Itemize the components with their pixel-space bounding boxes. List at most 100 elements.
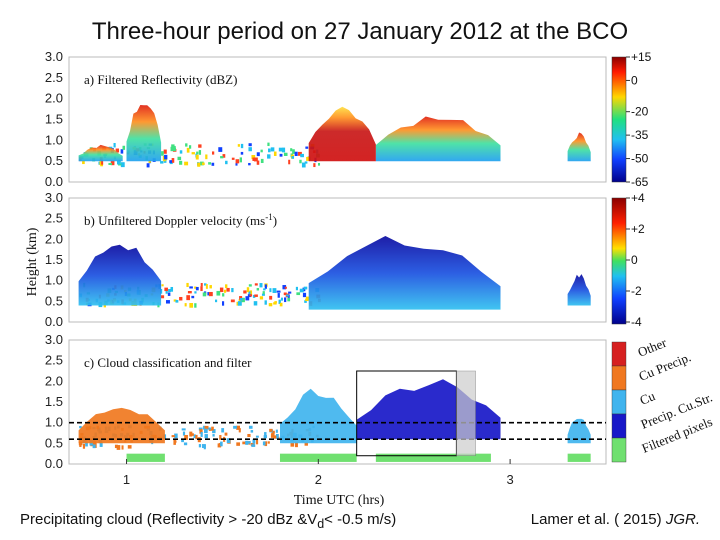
- cloud-speck: [183, 442, 188, 446]
- cloud-speck: [201, 444, 206, 448]
- cloud-speck: [174, 433, 178, 438]
- cloud-speck: [272, 288, 277, 293]
- cloud-speck: [164, 287, 168, 292]
- cloud-speck: [194, 291, 197, 294]
- cloud-speck: [263, 435, 268, 439]
- cloud-speck: [82, 443, 86, 449]
- y-tick-label: 2.0: [45, 231, 63, 246]
- cloud-speck: [200, 282, 203, 287]
- cloud-speck: [211, 151, 215, 155]
- cloud-feature: [308, 106, 376, 162]
- cloud-speck: [262, 291, 265, 294]
- cloud-speck: [172, 147, 176, 152]
- cloud-speck: [248, 284, 252, 287]
- cloud-speck: [208, 427, 211, 430]
- colorbar-tick-label: 0: [631, 73, 638, 87]
- cloud-speck: [121, 445, 124, 450]
- cloud-speck: [242, 441, 246, 445]
- y-tick-label: 1.5: [45, 112, 63, 127]
- cloud-speck: [99, 160, 103, 166]
- cloud-speck: [276, 290, 281, 293]
- cloud-speck: [292, 149, 295, 154]
- caption-left-main: Precipitating cloud (Reflectivity > -20 …: [20, 511, 318, 528]
- cloud-speck: [254, 283, 258, 286]
- cloud-speck: [165, 290, 168, 294]
- cloud-speck: [171, 435, 175, 438]
- cloud-speck: [116, 160, 121, 165]
- cloud-speck: [171, 144, 175, 149]
- cloud-speck: [226, 438, 231, 444]
- cloud-speck: [195, 434, 198, 440]
- cloud-speck: [204, 425, 209, 430]
- cloud-feature: [78, 144, 123, 162]
- cloud-speck: [179, 150, 183, 154]
- y-tick-label: 3.0: [45, 190, 63, 205]
- cloud-speck: [240, 151, 244, 155]
- cloud-speck: [198, 144, 202, 148]
- cloud-speck: [191, 152, 195, 155]
- cloud-speck: [260, 158, 264, 164]
- cloud-speck: [269, 295, 273, 300]
- cloud-speck: [259, 283, 263, 288]
- colorbar-tick-label: +4: [631, 191, 645, 205]
- cloud-speck: [273, 151, 277, 156]
- cloud-speck: [284, 286, 287, 289]
- cloud-speck: [300, 153, 304, 158]
- cloud-speck: [253, 301, 258, 306]
- cloud-speck: [199, 161, 204, 166]
- cloud-speck: [189, 433, 194, 436]
- cloud-speck: [212, 434, 215, 437]
- cloud-speck: [248, 425, 253, 429]
- cloud-speck: [270, 147, 275, 152]
- cloud-speck: [175, 299, 179, 303]
- y-axis-title: Height (km): [25, 227, 40, 296]
- cloud-speck: [288, 159, 291, 165]
- cloud-feature: [375, 116, 501, 162]
- cloud-speck: [114, 444, 118, 449]
- class-swatch: [611, 341, 627, 367]
- cloud-speck: [273, 302, 277, 305]
- cloud-speck: [239, 157, 242, 163]
- cloud-speck: [179, 296, 183, 301]
- cloud-speck: [255, 435, 259, 438]
- cloud-speck: [268, 148, 271, 153]
- cloud-speck: [259, 296, 264, 300]
- class-swatch: [611, 389, 627, 415]
- colorbar-tick-label: -35: [631, 128, 649, 142]
- cloud-speck: [290, 148, 293, 152]
- cloud-speck: [252, 440, 256, 444]
- cloud-speck: [204, 428, 208, 434]
- cloud-speck: [204, 283, 207, 286]
- cloud-speck: [287, 294, 290, 300]
- cloud-speck: [235, 163, 238, 166]
- cloud-speck: [82, 160, 85, 165]
- cloud-speck: [294, 151, 298, 156]
- y-tick-label: 2.5: [45, 353, 63, 368]
- cloud-speck: [225, 160, 228, 165]
- x-tick-label: 2: [315, 472, 322, 487]
- cloud-speck: [188, 145, 192, 149]
- cloud-speck: [99, 442, 103, 447]
- filtered-pixels: [126, 453, 165, 462]
- cloud-speck: [280, 297, 283, 301]
- cloud-feature: [78, 407, 165, 444]
- panel-c: 0.0 0.5 1.0 1.5 2.0 2.5 3.0 c) Cloud classifica…: [45, 332, 607, 487]
- x-axis-title: Time UTC (hrs): [294, 493, 385, 508]
- cloud-feature: [308, 236, 501, 310]
- cloud-speck: [122, 145, 126, 150]
- cloud-speck: [182, 431, 186, 436]
- cloud-speck: [283, 152, 288, 156]
- cloud-speck: [189, 286, 193, 289]
- cloud-speck: [306, 156, 310, 161]
- colorbar-tick-label: +15: [631, 50, 652, 64]
- colorbar-tick-label: +2: [631, 222, 645, 236]
- cloud-speck: [204, 434, 208, 439]
- cloud-speck: [208, 428, 212, 431]
- cloud-speck: [230, 299, 235, 303]
- x-tick-label: 1: [123, 472, 130, 487]
- cloud-speck: [221, 301, 225, 306]
- cloud-speck: [305, 146, 309, 149]
- cloud-speck: [281, 147, 286, 153]
- class-swatch: [611, 413, 627, 439]
